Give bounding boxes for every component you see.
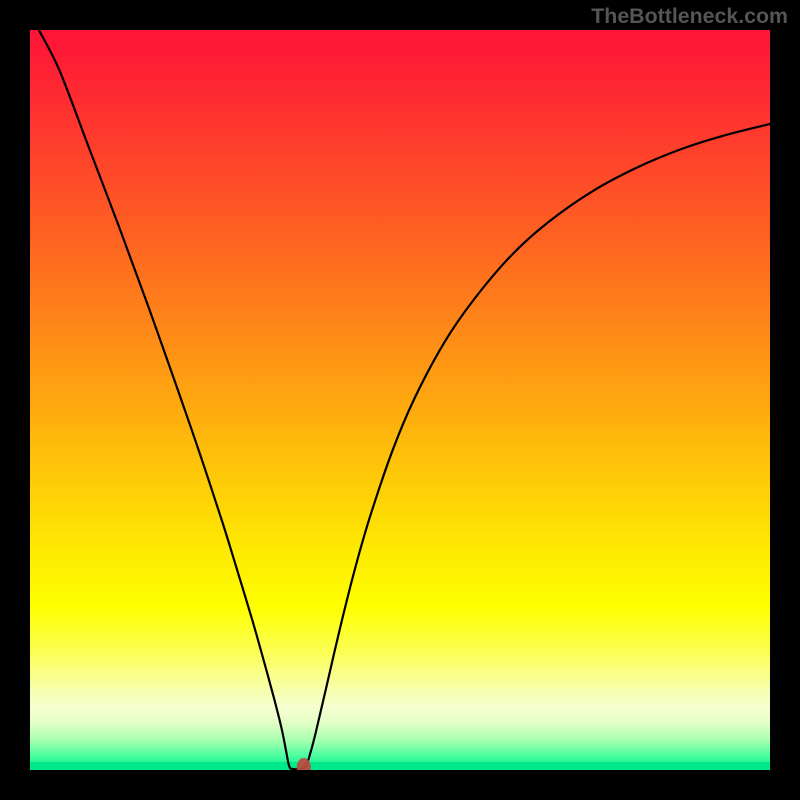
curve-overlay-svg (30, 30, 770, 770)
bottleneck-curve (39, 30, 770, 769)
watermark-text: TheBottleneck.com (591, 4, 788, 29)
plot-area (30, 30, 770, 770)
chart-root: TheBottleneck.com (0, 0, 800, 800)
